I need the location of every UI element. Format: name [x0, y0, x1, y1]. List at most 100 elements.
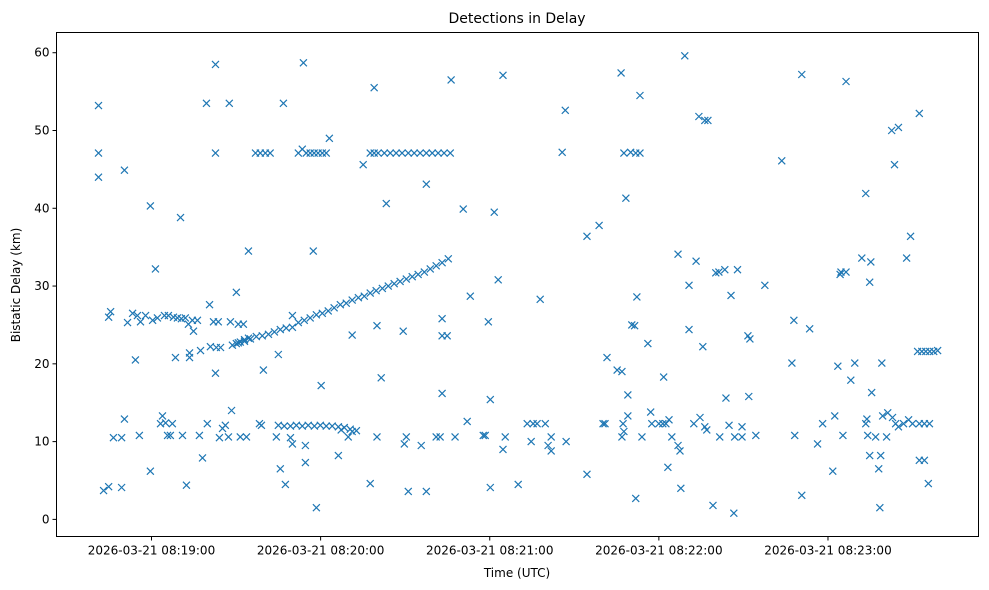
data-point [541, 419, 550, 428]
data-point [623, 412, 632, 420]
data-point [676, 484, 685, 493]
data-point [499, 71, 507, 80]
data-point [703, 116, 712, 125]
data-point [240, 337, 249, 346]
data-point [874, 464, 883, 473]
x-tick-label: 2026-03-21 08:20:00 [257, 544, 384, 558]
data-point [312, 310, 321, 319]
data-point [420, 268, 429, 276]
data-point [288, 311, 297, 320]
data-point [266, 149, 275, 157]
data-point [871, 433, 880, 441]
data-point [168, 419, 177, 428]
data-point [692, 257, 700, 266]
data-point [725, 421, 733, 430]
data-point [527, 437, 536, 446]
data-point [366, 479, 375, 488]
data-point [312, 503, 321, 512]
y-tick-label: 60 [34, 46, 49, 60]
data-points [94, 51, 942, 518]
data-point [663, 463, 672, 472]
data-point [279, 99, 288, 108]
data-point [280, 422, 289, 430]
data-point [399, 327, 408, 336]
data-point [696, 413, 704, 422]
data-point [258, 331, 267, 340]
data-point [709, 501, 717, 510]
data-point [738, 433, 746, 441]
data-point [396, 277, 405, 286]
data-point [459, 205, 468, 213]
data-point [301, 441, 310, 450]
data-point [613, 366, 622, 374]
data-point [908, 419, 917, 428]
data-point [729, 509, 738, 518]
data-point [685, 325, 693, 334]
data-point [689, 419, 698, 428]
x-tick-label: 2026-03-21 08:23:00 [764, 544, 891, 558]
data-point [906, 232, 915, 241]
data-point [876, 451, 885, 460]
data-point [680, 51, 689, 60]
data-point [486, 395, 495, 404]
data-point [536, 295, 545, 304]
x-tick-label: 2026-03-21 08:21:00 [426, 544, 553, 558]
data-point [595, 221, 604, 230]
data-point [300, 316, 309, 325]
data-point [274, 350, 283, 359]
data-point [301, 458, 310, 467]
data-point [451, 433, 459, 441]
data-point [196, 346, 205, 355]
y-tick-label: 20 [34, 357, 49, 371]
data-point [659, 373, 668, 381]
data-point [828, 467, 837, 476]
data-point [272, 433, 281, 441]
data-point [384, 282, 393, 290]
data-point [214, 317, 223, 326]
data-point [463, 417, 472, 426]
data-point [836, 270, 845, 279]
data-point [410, 149, 419, 157]
data-point [133, 311, 142, 320]
data-point [306, 314, 315, 322]
data-point [198, 454, 207, 462]
data-point [486, 483, 495, 492]
data-point [760, 281, 769, 290]
data-point [211, 149, 220, 157]
data-point [164, 311, 173, 320]
data-point [621, 194, 630, 203]
data-point [236, 433, 245, 441]
data-point [933, 346, 942, 355]
data-point [617, 69, 626, 77]
data-point [902, 254, 911, 262]
data-point [915, 109, 924, 118]
data-point [288, 440, 297, 448]
data-point [386, 149, 395, 157]
data-point [370, 149, 379, 157]
data-point [215, 433, 224, 442]
data-point [694, 112, 703, 121]
data-point [205, 300, 214, 309]
data-point [318, 309, 327, 318]
data-point [917, 347, 926, 356]
data-point [523, 419, 532, 428]
data-point [867, 388, 876, 397]
data-point [239, 320, 248, 329]
data-point [638, 433, 646, 441]
data-point [373, 433, 381, 441]
data-point [466, 292, 475, 301]
data-point [636, 91, 644, 100]
data-point [924, 479, 933, 488]
data-point [324, 307, 333, 315]
data-point [865, 451, 874, 460]
data-point [432, 433, 441, 441]
data-point [833, 362, 842, 371]
data-point [875, 503, 884, 512]
data-point [619, 149, 628, 157]
data-point [203, 419, 212, 428]
data-point [414, 270, 423, 279]
data-point [862, 415, 871, 423]
data-point [899, 419, 908, 428]
data-point [299, 58, 308, 67]
data-point [294, 318, 303, 327]
